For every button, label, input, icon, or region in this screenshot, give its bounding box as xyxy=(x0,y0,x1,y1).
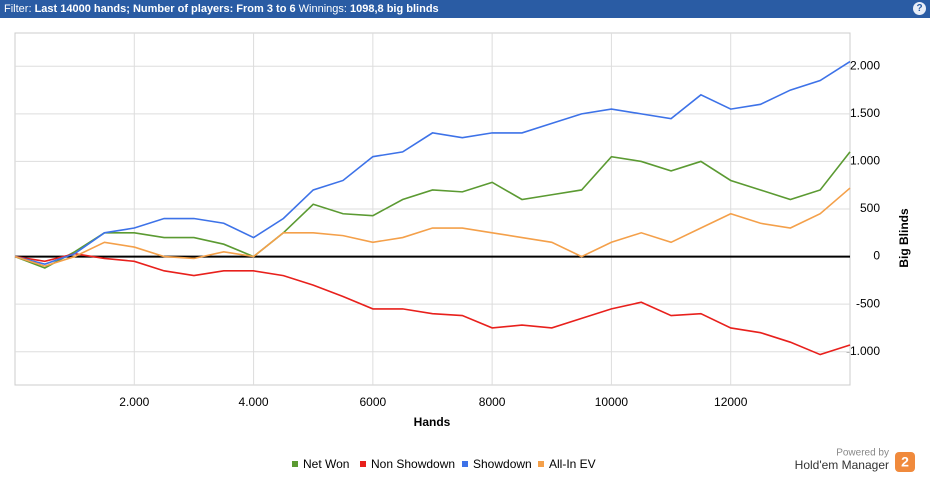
y-tick-label: 500 xyxy=(860,201,880,215)
legend-label: Non Showdown xyxy=(371,457,455,471)
filter-text: Last 14000 hands; Number of players: Fro… xyxy=(34,3,296,15)
series-line xyxy=(14,151,851,269)
legend-swatch xyxy=(292,461,298,467)
x-tick-label: 6000 xyxy=(360,395,387,409)
series-line xyxy=(14,60,851,266)
legend-swatch xyxy=(360,461,366,467)
y-tick-label: 1.500 xyxy=(850,106,880,120)
y-axis-title: Big Blinds xyxy=(897,208,911,268)
legend-label: Net Won xyxy=(303,457,349,471)
filter-bar: Filter: Last 14000 hands; Number of play… xyxy=(0,0,930,18)
x-tick-label: 2.000 xyxy=(119,395,149,409)
x-tick-label: 4.000 xyxy=(239,395,269,409)
help-button[interactable]: ? xyxy=(913,2,926,15)
winnings-label: Winnings: xyxy=(298,3,347,15)
y-tick-label: -1.000 xyxy=(846,344,880,358)
series-line xyxy=(14,252,851,356)
legend-label: Showdown xyxy=(473,457,532,471)
x-tick-label: 10000 xyxy=(595,395,629,409)
y-tick-label: -500 xyxy=(856,296,880,310)
y-tick-label: 2.000 xyxy=(850,58,880,72)
filter-label: Filter: xyxy=(4,3,32,15)
logo-text: 2 xyxy=(901,454,909,470)
legend-label: All-In EV xyxy=(549,457,596,471)
legend-swatch xyxy=(538,461,544,467)
x-tick-label: 8000 xyxy=(479,395,506,409)
winnings-value: 1098,8 big blinds xyxy=(350,3,439,15)
logo xyxy=(895,452,915,472)
chart: Hands Big Blinds Powered by Hold'em Mana… xyxy=(14,32,915,472)
y-tick-label: 0 xyxy=(873,249,880,263)
x-axis-title: Hands xyxy=(414,415,451,429)
brand: Hold'em Manager xyxy=(795,458,889,472)
x-tick-label: 12000 xyxy=(714,395,748,409)
legend-swatch xyxy=(462,461,468,467)
powered-by: Powered by xyxy=(836,448,889,459)
series-line xyxy=(14,187,851,267)
y-tick-label: 1.000 xyxy=(850,154,880,168)
